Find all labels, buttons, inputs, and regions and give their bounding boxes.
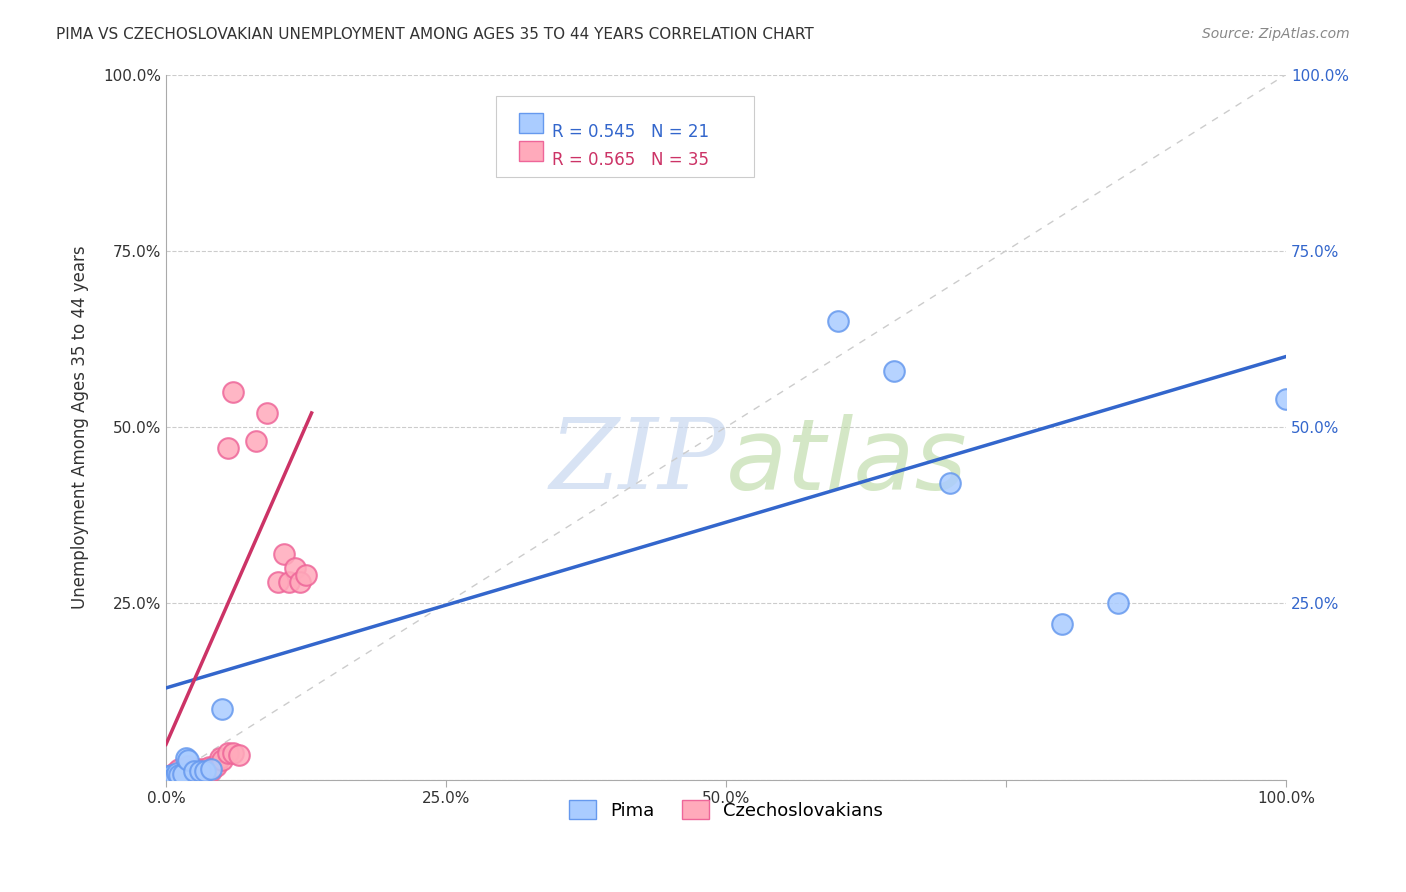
Point xyxy=(169,762,191,776)
Point xyxy=(183,762,205,776)
Point xyxy=(180,767,202,781)
Point xyxy=(228,747,250,762)
Point xyxy=(883,364,905,378)
Point xyxy=(172,765,194,780)
Point xyxy=(157,769,180,783)
Point xyxy=(273,547,295,561)
Text: ZIP: ZIP xyxy=(550,415,725,510)
Legend: Pima, Czechoslovakians: Pima, Czechoslovakians xyxy=(554,786,897,834)
Text: R = 0.545   N = 21: R = 0.545 N = 21 xyxy=(553,123,710,141)
Point xyxy=(177,753,200,767)
Text: Source: ZipAtlas.com: Source: ZipAtlas.com xyxy=(1202,27,1350,41)
Point xyxy=(222,746,245,760)
Point xyxy=(1107,596,1129,610)
Point xyxy=(1050,617,1073,632)
Text: PIMA VS CZECHOSLOVAKIAN UNEMPLOYMENT AMONG AGES 35 TO 44 YEARS CORRELATION CHART: PIMA VS CZECHOSLOVAKIAN UNEMPLOYMENT AMO… xyxy=(56,27,814,42)
Point xyxy=(194,762,217,776)
Point xyxy=(166,764,188,779)
Point xyxy=(267,575,290,590)
Point xyxy=(278,575,301,590)
Point xyxy=(160,767,183,781)
Point xyxy=(156,771,179,785)
Point xyxy=(290,575,312,590)
Point xyxy=(245,434,267,449)
Point xyxy=(202,760,225,774)
FancyBboxPatch shape xyxy=(519,141,544,161)
Point xyxy=(174,751,197,765)
Point xyxy=(174,769,197,783)
Text: atlas: atlas xyxy=(725,414,967,511)
Point xyxy=(194,764,217,779)
Point xyxy=(939,476,962,491)
Point xyxy=(827,314,849,328)
Point xyxy=(256,406,278,420)
Point xyxy=(197,760,219,774)
Point xyxy=(1275,392,1298,406)
Point xyxy=(162,771,184,785)
Point xyxy=(208,751,231,765)
Point xyxy=(295,568,318,582)
Point xyxy=(191,765,214,780)
Point xyxy=(163,770,186,784)
Point xyxy=(217,746,239,760)
Point xyxy=(284,561,307,575)
Point xyxy=(156,769,179,783)
Point xyxy=(211,753,233,767)
Point xyxy=(200,764,222,779)
Point xyxy=(160,771,183,785)
Point xyxy=(200,762,222,776)
Point xyxy=(188,764,211,779)
FancyBboxPatch shape xyxy=(496,95,754,177)
Point xyxy=(162,767,184,781)
Point xyxy=(211,702,233,716)
Point xyxy=(157,771,180,785)
Point xyxy=(169,768,191,782)
Point xyxy=(205,758,228,772)
Point xyxy=(186,764,208,779)
Point xyxy=(188,762,211,776)
Point xyxy=(166,765,188,780)
Point xyxy=(172,767,194,781)
Y-axis label: Unemployment Among Ages 35 to 44 years: Unemployment Among Ages 35 to 44 years xyxy=(72,245,89,609)
Point xyxy=(163,771,186,785)
Text: R = 0.565   N = 35: R = 0.565 N = 35 xyxy=(553,151,710,169)
Point xyxy=(217,441,239,455)
Point xyxy=(222,384,245,399)
Point xyxy=(183,764,205,779)
FancyBboxPatch shape xyxy=(519,113,544,133)
Point xyxy=(177,758,200,772)
